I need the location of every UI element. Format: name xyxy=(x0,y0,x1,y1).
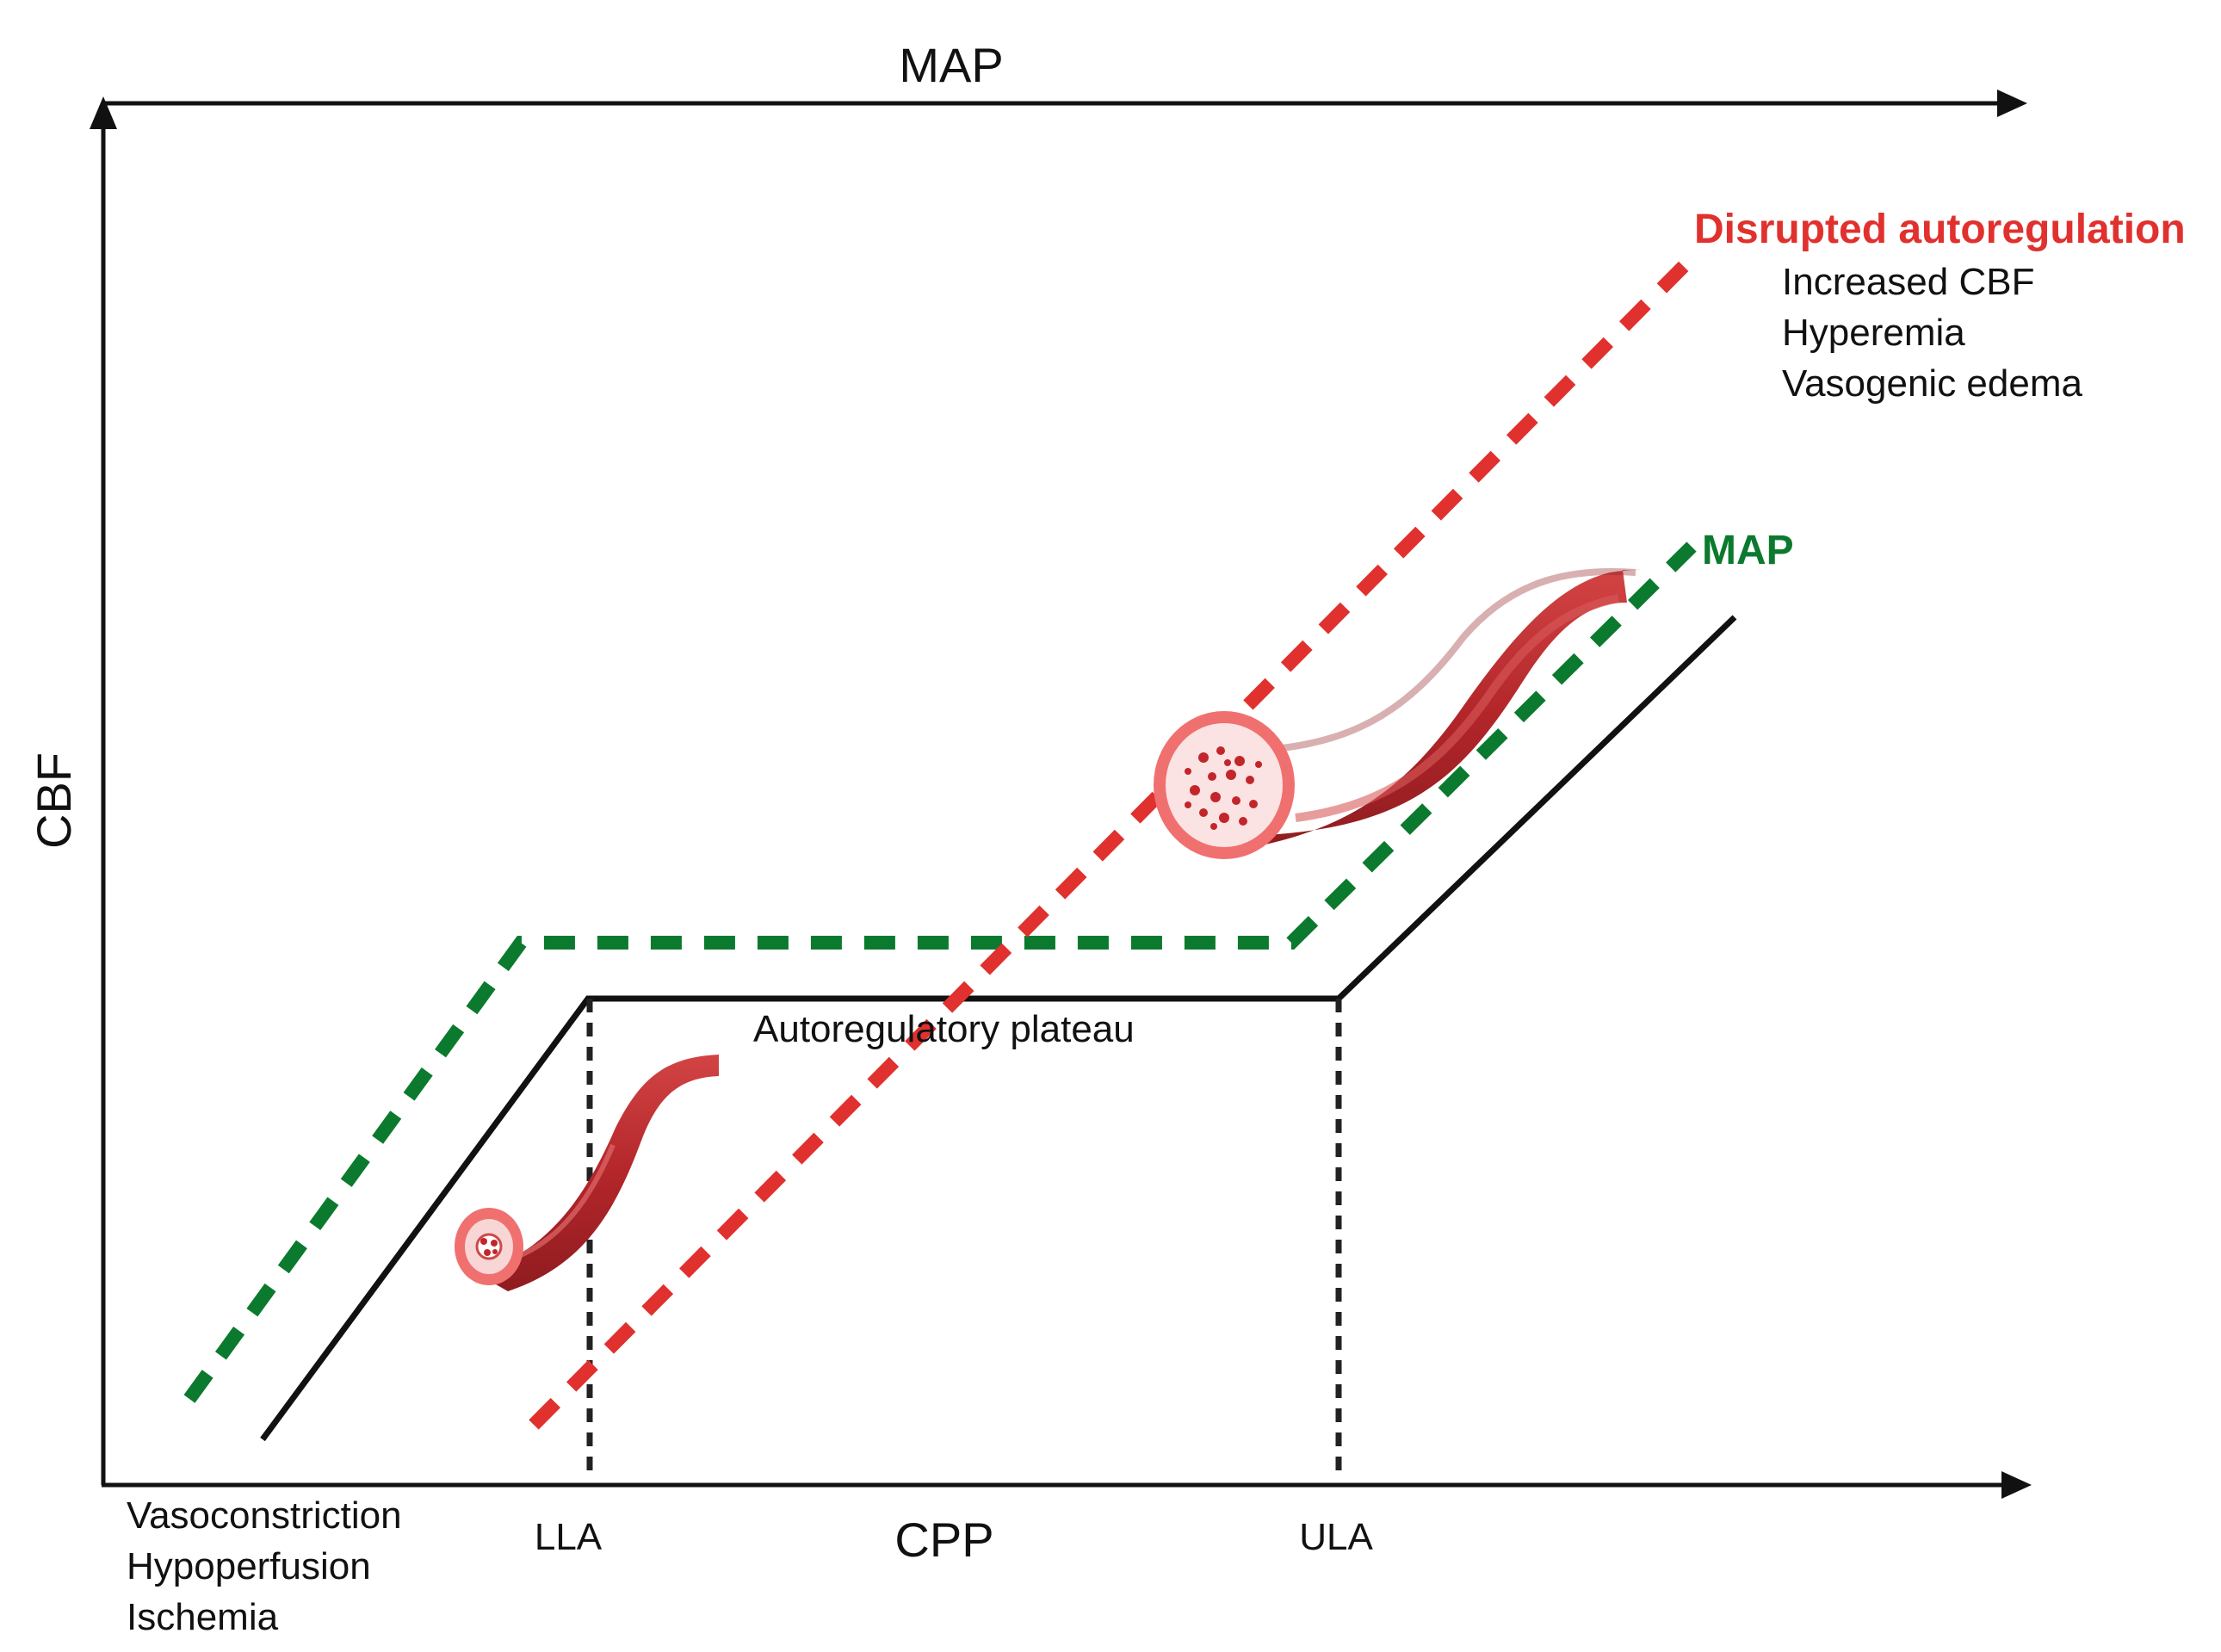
autoregulatory-plateau-label: Autoregulatory plateau xyxy=(753,1008,1135,1050)
bottom-axis-label: CPP xyxy=(894,1513,993,1567)
disrupted-autoregulation-curve xyxy=(529,249,1701,1430)
y-axis-arrowhead xyxy=(90,96,117,129)
low-effect-ischemia: Ischemia xyxy=(127,1596,279,1638)
disrupted-effect-vasogenic-edema: Vasogenic edema xyxy=(1782,362,2083,405)
top-axis-arrowhead xyxy=(1997,90,2027,117)
axes xyxy=(101,101,2010,1488)
dilated-vessel-illustration xyxy=(1154,567,1641,859)
ula-label: ULA xyxy=(1299,1516,1373,1558)
lla-label: LLA xyxy=(535,1516,603,1558)
y-axis-label: CBF xyxy=(27,752,81,849)
low-effect-vasoconstriction: Vasoconstriction xyxy=(127,1494,402,1537)
map-curve xyxy=(183,541,1697,1403)
low-effect-hypoperfusion: Hypoperfusion xyxy=(127,1545,371,1587)
disrupted-autoregulation-title: Disrupted autoregulation xyxy=(1694,207,2186,252)
constricted-vessel-illustration xyxy=(455,1055,719,1291)
map-curve-label: MAP xyxy=(1702,528,1794,573)
disrupted-effect-hyperemia: Hyperemia xyxy=(1782,312,1965,354)
x-axis-arrowhead xyxy=(2001,1471,2032,1499)
disrupted-effect-increased-cbf: Increased CBF xyxy=(1782,261,2034,303)
top-axis-label: MAP xyxy=(899,38,1003,92)
